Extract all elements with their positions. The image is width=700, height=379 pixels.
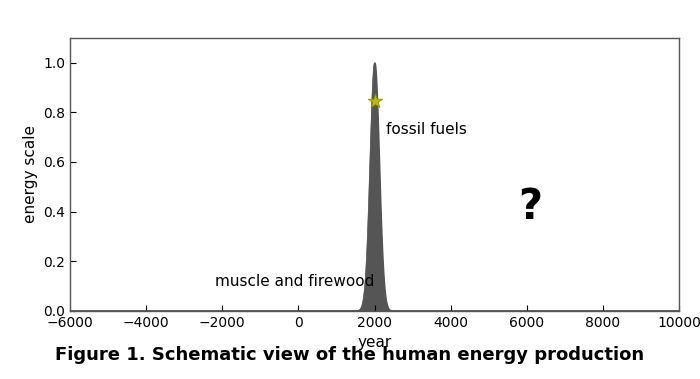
Y-axis label: energy scale: energy scale — [22, 125, 38, 223]
Text: muscle and firewood: muscle and firewood — [215, 274, 374, 288]
Text: Figure 1. Schematic view of the human energy production: Figure 1. Schematic view of the human en… — [55, 346, 645, 364]
Text: ?: ? — [519, 186, 543, 227]
Point — [369, 98, 380, 104]
Text: fossil fuels: fossil fuels — [386, 122, 467, 137]
X-axis label: year: year — [358, 335, 391, 350]
